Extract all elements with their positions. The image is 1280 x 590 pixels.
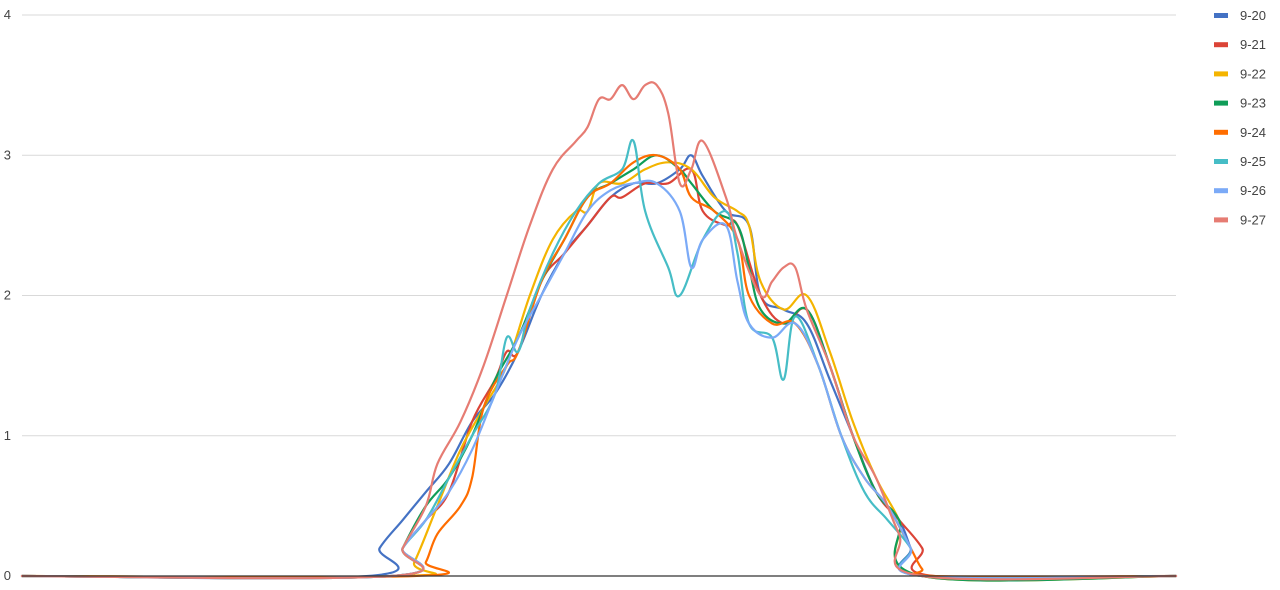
series-line-9-20 xyxy=(20,154,1178,580)
series-line-9-21 xyxy=(20,167,1178,580)
legend: 9-20 9-21 9-22 9-23 9-24 9-25 9-26 9-27 xyxy=(1214,8,1266,227)
y-tick-label: 3 xyxy=(4,147,11,162)
legend-swatch xyxy=(1214,13,1228,18)
legend-label: 9-25 xyxy=(1240,154,1266,169)
legend-label: 9-21 xyxy=(1240,37,1266,52)
y-tick-label: 1 xyxy=(4,428,11,443)
legend-label: 9-24 xyxy=(1240,125,1266,140)
legend-swatch xyxy=(1214,100,1228,106)
legend-label: 9-27 xyxy=(1240,212,1266,227)
y-tick-label: 0 xyxy=(4,568,11,583)
legend-swatch xyxy=(1214,71,1228,77)
legend-label: 9-20 xyxy=(1240,8,1266,23)
series-line-9-26 xyxy=(20,179,1178,580)
legend-swatch xyxy=(1214,159,1228,164)
y-tick-label: 2 xyxy=(4,288,11,303)
legend-label: 9-26 xyxy=(1240,183,1266,198)
legend-label: 9-23 xyxy=(1240,96,1266,111)
series-lines xyxy=(20,81,1178,582)
legend-swatch xyxy=(1214,42,1228,48)
series-line-9-22 xyxy=(20,161,1178,582)
y-tick-label: 4 xyxy=(4,7,11,22)
y-axis-tick-labels: 0 1 2 3 4 xyxy=(4,7,11,583)
legend-swatch xyxy=(1214,129,1228,135)
legend-label: 9-22 xyxy=(1240,66,1266,81)
series-line-9-25 xyxy=(20,138,1178,580)
series-line-9-23 xyxy=(20,154,1178,582)
legend-swatch xyxy=(1214,188,1228,194)
series-line-9-27 xyxy=(20,81,1178,581)
legend-swatch xyxy=(1214,217,1228,223)
series-line-9-24 xyxy=(20,153,1178,579)
gridlines xyxy=(22,14,1176,437)
